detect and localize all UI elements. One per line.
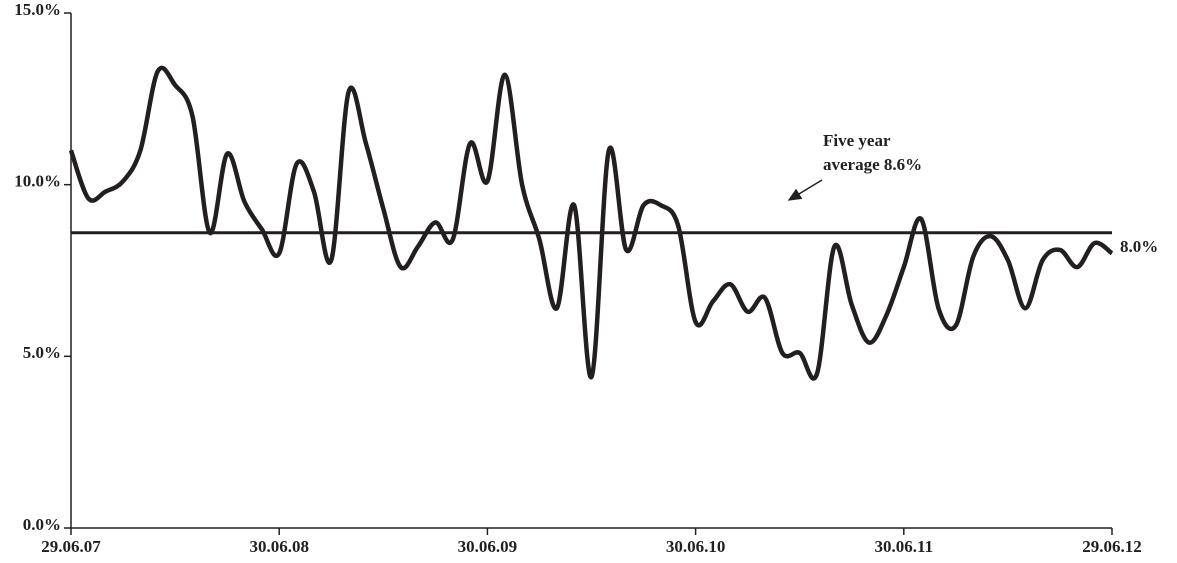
data-line xyxy=(68,65,1114,381)
y-tick-label: 0.0% xyxy=(23,515,61,534)
x-tick-label: 30.06.08 xyxy=(249,537,309,556)
end-label: 8.0% xyxy=(1120,237,1158,256)
y-tick-label: 5.0% xyxy=(23,343,61,362)
x-tick-label: 30.06.10 xyxy=(666,537,726,556)
y-tick-label: 15.0% xyxy=(14,0,61,19)
x-tick-label: 30.06.09 xyxy=(458,537,518,556)
x-tick-label: 30.06.11 xyxy=(875,537,934,556)
y-tick-label: 10.0% xyxy=(14,172,61,191)
x-tick-label: 29.06.07 xyxy=(41,537,101,556)
x-tick-label: 29.06.12 xyxy=(1082,537,1142,556)
annotation: Five year xyxy=(823,131,891,150)
annotation: average 8.6% xyxy=(823,155,922,174)
annotation-arrow xyxy=(787,179,823,201)
